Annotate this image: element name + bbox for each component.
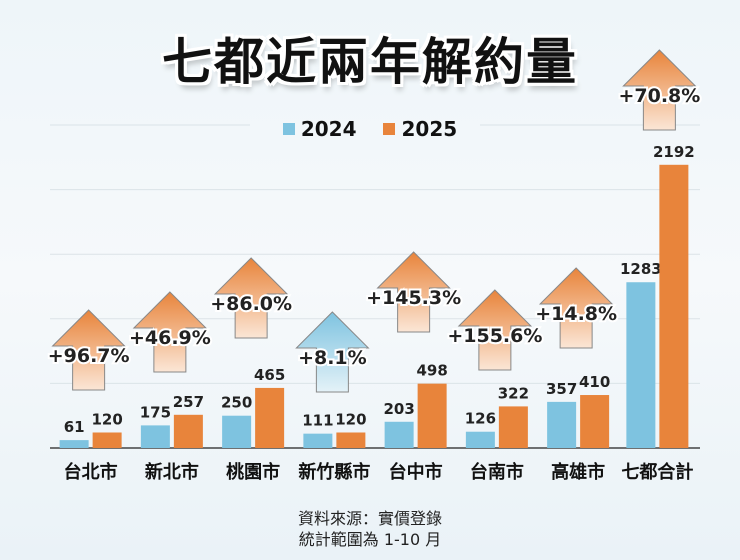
bar-2024 <box>465 431 495 448</box>
category-label: 新竹縣市 <box>298 461 370 483</box>
data-label-2024: 1283 <box>620 260 662 278</box>
growth-label: +86.0% <box>210 293 292 315</box>
data-label-2025: 2192 <box>653 143 695 161</box>
range-note: 統計範圍為 1-10 月 <box>298 530 442 549</box>
footer: 資料來源：實價登錄 統計範圍為 1-10 月 <box>0 508 740 550</box>
growth-arrow-icon <box>51 309 126 391</box>
data-label-2024: 175 <box>140 403 171 421</box>
legend-item-2024: 2024 <box>282 117 357 141</box>
data-label-2024: 250 <box>221 394 252 412</box>
category-label: 台北市 <box>64 461 118 483</box>
category-label: 台南市 <box>470 461 524 483</box>
growth-label: +145.3% <box>366 287 461 309</box>
category-label: 桃園市 <box>226 461 280 483</box>
bar-2024 <box>59 440 89 448</box>
source-note: 資料來源：實價登錄 <box>297 509 442 528</box>
growth-arrow-icon <box>213 257 289 339</box>
growth-label: +8.1% <box>298 347 367 369</box>
data-label-2025: 498 <box>416 362 447 380</box>
legend-item-2025: 2025 <box>383 117 457 141</box>
bar-2025 <box>417 383 447 448</box>
data-label-2025: 257 <box>173 393 204 411</box>
growth-label: +46.9% <box>129 327 211 349</box>
growth-label: +96.7% <box>48 345 130 367</box>
bar-2024 <box>222 415 252 448</box>
growth-arrow-icon <box>295 311 370 393</box>
growth-label: +14.8% <box>535 303 617 325</box>
growth-arrow-icon <box>132 291 208 373</box>
growth-label: +155.6% <box>447 325 542 347</box>
legend-swatch-2025 <box>383 123 396 135</box>
data-label-2025: 120 <box>91 410 122 428</box>
bar-2024 <box>384 421 414 448</box>
legend-swatch-2024 <box>282 123 295 135</box>
data-label-2025: 322 <box>498 384 529 402</box>
data-label-2025: 120 <box>335 410 366 428</box>
data-label-2024: 203 <box>383 400 414 418</box>
bar-2025 <box>336 432 366 448</box>
legend: 2024 2025 <box>0 116 740 141</box>
growth-arrow-icon <box>457 289 533 371</box>
category-label: 高雄市 <box>551 461 605 483</box>
data-label-2024: 111 <box>302 412 333 430</box>
legend-label-2024: 2024 <box>300 117 357 141</box>
bar-2025 <box>498 406 528 448</box>
chart-title: 七都近兩年解約量 <box>162 33 578 91</box>
growth-arrow-icon <box>538 267 614 349</box>
bar-2024 <box>547 401 577 448</box>
category-label: 七都合計 <box>621 461 693 483</box>
bar-2025 <box>92 432 122 448</box>
bar-2024 <box>140 425 170 448</box>
category-label: 台中市 <box>389 461 443 483</box>
category-label: 新北市 <box>145 461 199 483</box>
data-label-2024: 61 <box>64 418 85 436</box>
legend-label-2025: 2025 <box>401 117 458 141</box>
data-label-2024: 357 <box>546 380 577 398</box>
bar-2024 <box>303 433 333 448</box>
data-label-2025: 410 <box>579 373 610 391</box>
bar-2025 <box>255 387 285 448</box>
bar-2024 <box>626 282 656 448</box>
bar-2025 <box>659 164 689 449</box>
bar-2025 <box>580 395 610 448</box>
data-label-2024: 126 <box>465 410 496 428</box>
data-label-2025: 465 <box>254 366 285 384</box>
growth-arrow-icon <box>376 251 451 333</box>
bar-2025 <box>173 414 203 448</box>
